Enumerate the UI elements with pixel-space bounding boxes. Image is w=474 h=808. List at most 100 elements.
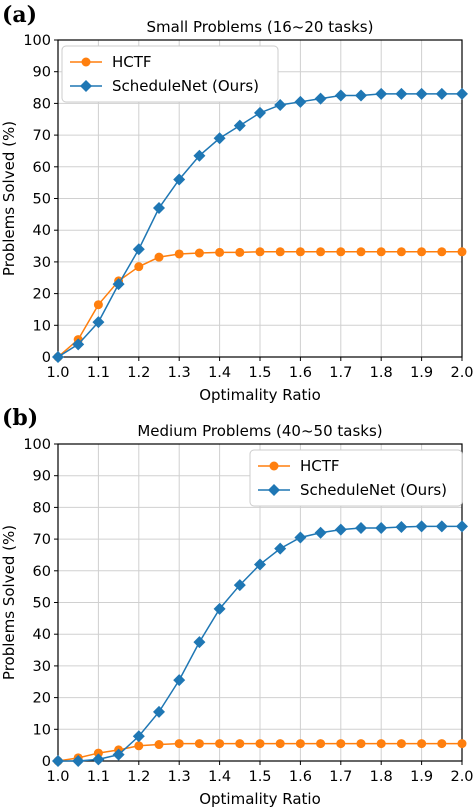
- data-point-schedulenet: [132, 243, 145, 256]
- data-point-schedulenet: [72, 755, 85, 767]
- y-tick-label: 80: [33, 500, 51, 516]
- y-tick-label: 90: [33, 469, 51, 485]
- data-point-schedulenet: [173, 173, 186, 186]
- legend-marker-hctf: [269, 461, 279, 471]
- x-tick-label: 1.5: [248, 365, 271, 381]
- legend-marker-schedulenet: [268, 484, 280, 496]
- data-point-schedulenet: [415, 87, 428, 100]
- data-point-schedulenet: [375, 522, 388, 535]
- y-tick-label: 100: [23, 437, 51, 453]
- data-point-hctf: [396, 739, 406, 749]
- data-point-schedulenet: [153, 202, 165, 215]
- x-tick-label: 1.4: [208, 365, 231, 381]
- data-point-schedulenet: [334, 523, 347, 536]
- data-point-hctf: [457, 739, 467, 749]
- data-point-schedulenet: [435, 520, 448, 533]
- x-tick-label: 1.1: [87, 365, 110, 381]
- legend-label-hctf: HCTF: [300, 457, 340, 475]
- legend: HCTF ScheduleNet (Ours): [249, 449, 463, 507]
- x-tick-label: 1.3: [168, 365, 191, 381]
- data-point-schedulenet: [456, 87, 468, 100]
- data-point-schedulenet: [233, 119, 246, 132]
- data-point-schedulenet: [112, 278, 125, 291]
- y-tick-label: 60: [33, 564, 51, 580]
- y-tick-label: 0: [42, 754, 51, 770]
- data-point-schedulenet: [213, 602, 226, 615]
- legend-box: [61, 45, 279, 103]
- y-tick-label: 70: [33, 128, 51, 144]
- data-point-hctf: [316, 739, 326, 749]
- data-point-schedulenet: [52, 755, 64, 767]
- x-tick-label: 1.8: [370, 769, 393, 785]
- data-point-schedulenet: [254, 558, 266, 571]
- data-point-schedulenet: [213, 132, 226, 145]
- data-point-schedulenet: [395, 87, 408, 100]
- data-point-hctf: [457, 247, 467, 257]
- data-point-schedulenet: [112, 748, 125, 761]
- data-point-hctf: [437, 739, 447, 749]
- data-point-hctf: [194, 248, 204, 258]
- data-point-schedulenet: [193, 149, 206, 162]
- data-point-hctf: [376, 247, 386, 257]
- y-tick-label: 30: [33, 255, 51, 271]
- y-tick-label: 40: [33, 627, 51, 643]
- data-point-schedulenet: [334, 89, 347, 102]
- legend-label-schedulenet: ScheduleNet (Ours): [300, 481, 447, 499]
- data-point-hctf: [336, 739, 346, 749]
- data-point-hctf: [295, 247, 305, 257]
- data-point-schedulenet: [132, 730, 145, 743]
- data-point-hctf: [437, 247, 447, 257]
- data-point-hctf: [376, 739, 386, 749]
- y-tick-label: 80: [33, 96, 51, 112]
- data-point-hctf: [356, 247, 366, 257]
- legend-label-hctf: HCTF: [112, 53, 152, 71]
- data-point-schedulenet: [193, 636, 206, 649]
- x-tick-label: 1.7: [329, 769, 352, 785]
- y-tick-label: 10: [33, 318, 51, 334]
- x-tick-label: 1.3: [168, 769, 191, 785]
- data-point-hctf: [174, 739, 184, 749]
- data-point-schedulenet: [456, 520, 468, 533]
- data-point-schedulenet: [254, 106, 266, 119]
- data-point-hctf: [93, 748, 103, 758]
- data-point-hctf: [396, 247, 406, 257]
- y-tick-label: 90: [33, 65, 51, 81]
- y-axis-label: Problems Solved (%): [0, 121, 18, 276]
- data-point-hctf: [235, 247, 245, 257]
- data-point-hctf: [154, 252, 164, 262]
- chart-title: Medium Problems (40~50 tasks): [137, 422, 382, 440]
- data-point-schedulenet: [294, 531, 307, 544]
- legend-marker-hctf: [81, 57, 91, 67]
- x-tick-label: 2.0: [450, 365, 473, 381]
- chart-panel-a: (a) Small Problems (16~20 tasks) 1.0 1.1 1.2…: [0, 2, 474, 404]
- y-tick-label: 70: [33, 532, 51, 548]
- x-axis-label: Optimality Ratio: [199, 790, 321, 808]
- data-point-hctf: [235, 739, 245, 749]
- x-tick-label: 1.2: [127, 365, 150, 381]
- data-point-schedulenet: [435, 87, 448, 100]
- x-tick-label: 1.0: [46, 769, 69, 785]
- chart-title: Small Problems (16~20 tasks): [147, 18, 374, 36]
- x-tick-label: 1.6: [289, 365, 312, 381]
- data-point-hctf: [215, 739, 225, 749]
- x-tick-label: 1.4: [208, 769, 231, 785]
- data-point-schedulenet: [52, 351, 64, 363]
- y-tick-label: 30: [33, 659, 51, 675]
- data-point-schedulenet: [274, 98, 287, 111]
- data-point-hctf: [356, 739, 366, 749]
- x-axis-label: Optimality Ratio: [199, 386, 321, 404]
- data-point-schedulenet: [233, 579, 246, 592]
- data-point-schedulenet: [314, 526, 327, 539]
- legend: HCTF ScheduleNet (Ours): [61, 45, 279, 103]
- legend-marker-schedulenet: [80, 80, 92, 92]
- x-tick-label: 1.9: [410, 769, 433, 785]
- data-point-hctf: [275, 739, 285, 749]
- data-point-hctf: [154, 740, 164, 750]
- y-tick-label: 60: [33, 160, 51, 176]
- data-point-hctf: [134, 262, 144, 272]
- y-tick-label: 40: [33, 223, 51, 239]
- data-point-hctf: [316, 247, 326, 257]
- legend-box: [249, 449, 463, 507]
- data-point-schedulenet: [375, 87, 388, 100]
- x-tick-label: 1.1: [87, 769, 110, 785]
